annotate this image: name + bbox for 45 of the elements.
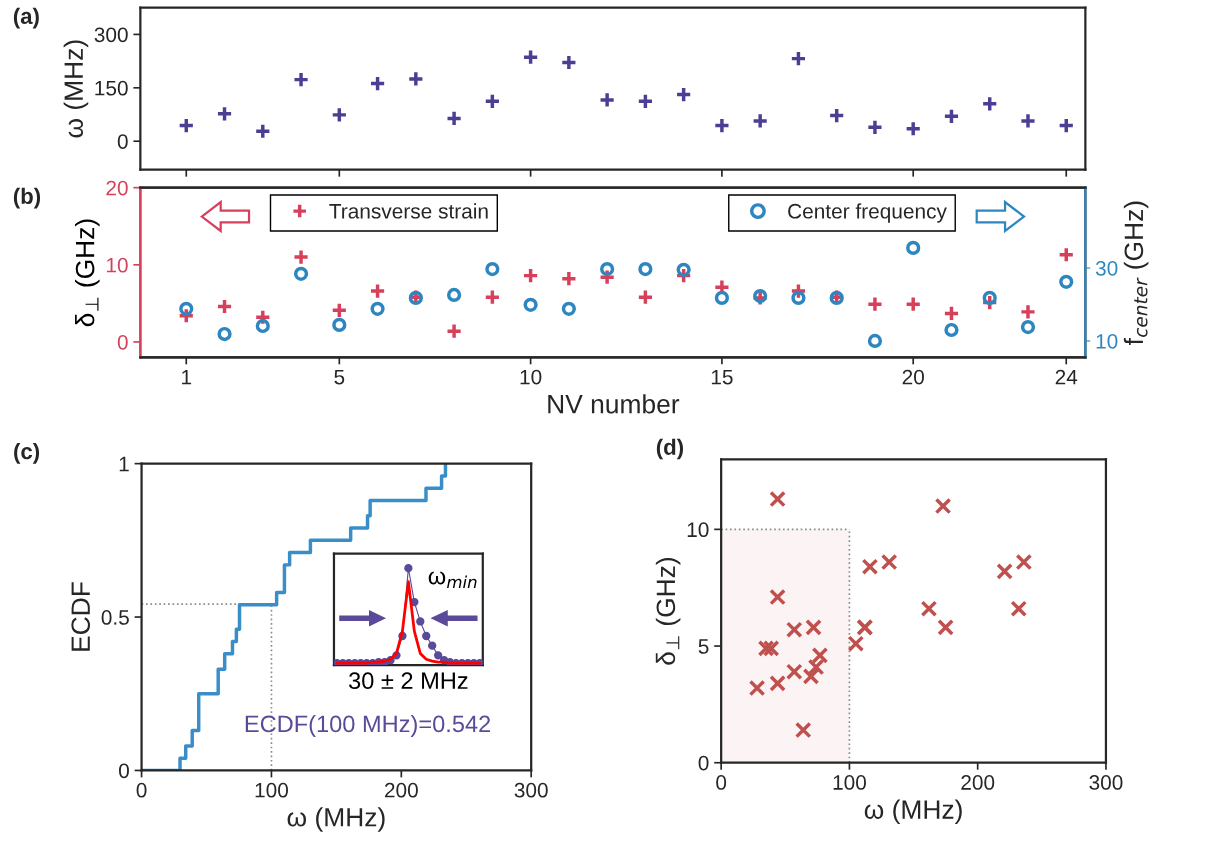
y-axis-title: δ$_{⊥}$ (GHz) <box>75 219 100 327</box>
x-tick-label: 0 <box>716 775 727 790</box>
y-tick-label: 0 <box>117 334 128 350</box>
y-tick-label: 300 <box>94 27 128 43</box>
x-tick-label: 300 <box>1089 775 1123 790</box>
y-tick-label: 0 <box>118 763 129 779</box>
y-tick-label: 20 <box>106 180 128 196</box>
y-axis-title: ω (MHz) <box>63 40 89 138</box>
chart-title: (c) <box>14 442 40 464</box>
x-axis-title: ω (MHz) <box>864 799 962 825</box>
x-tick-label: 300 <box>514 782 548 798</box>
x-tick-label: 200 <box>961 775 995 790</box>
x-tick-label: 5 <box>334 369 345 385</box>
annotation: ECDF(100 MHz)=0.542 <box>245 714 491 737</box>
x-tick-label: 0 <box>136 782 147 798</box>
y2-tick-label: 10 <box>1096 333 1118 349</box>
y-tick-label: 0 <box>117 134 128 149</box>
x-tick-label: 1 <box>182 369 192 385</box>
chart-title: (d) <box>656 438 684 460</box>
x-tick-label: 20 <box>902 369 924 385</box>
y-tick-label: 0 <box>698 755 709 771</box>
x-axis-title: NV number <box>548 394 680 414</box>
y-axis-title: ECDF <box>71 582 91 651</box>
y-tick-label: 5 <box>698 639 709 654</box>
y-tick-label: 150 <box>95 80 128 96</box>
x-tick-label: 100 <box>833 775 866 790</box>
y-tick-label: 1 <box>119 456 129 472</box>
x-axis-title: ω (MHz) <box>287 807 385 832</box>
legend-label: Center frequency <box>788 203 947 223</box>
chart-title: (a) <box>13 7 39 29</box>
annotation: 30 ± 2 MHz <box>349 672 468 690</box>
x-tick-label: 10 <box>520 369 542 385</box>
y-tick-label: 10 <box>106 257 128 273</box>
chart-title: (b) <box>13 187 41 209</box>
x-tick-label: 24 <box>1055 369 1078 385</box>
y-tick-label: 10 <box>687 522 709 538</box>
y-tick-label: 0.5 <box>101 610 129 625</box>
x-tick-label: 100 <box>255 782 289 798</box>
x-tick-label: 200 <box>384 782 418 798</box>
y2-tick-label: 30 <box>1095 260 1118 276</box>
y2-axis-title: f$_{center}$ (GHz) <box>1123 201 1149 345</box>
legend-label: Transverse strain <box>329 203 488 219</box>
x-tick-label: 15 <box>711 369 733 385</box>
annotation: ω$_{min}$ <box>428 571 477 589</box>
y-axis-title: δ$_{⊥}$ (GHz) <box>655 558 681 665</box>
